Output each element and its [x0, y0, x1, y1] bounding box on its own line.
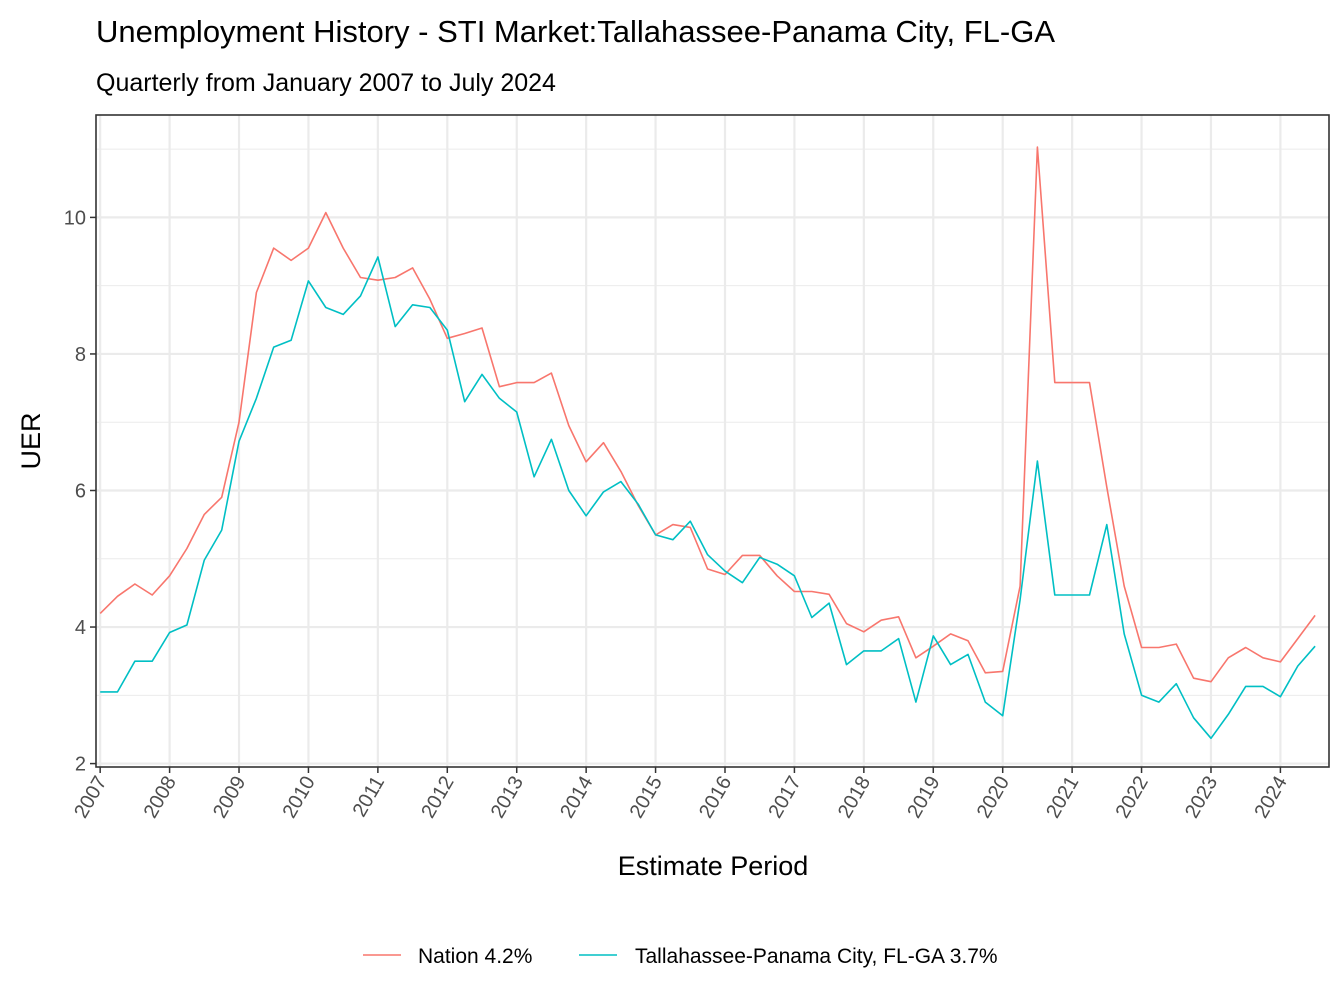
legend-label-tallahassee: Tallahassee-Panama City, FL-GA 3.7%	[635, 945, 998, 968]
x-tick-label: 2018	[834, 773, 875, 823]
series-line-1	[100, 256, 1316, 740]
legend-label-nation: Nation 4.2%	[418, 945, 532, 968]
grid-minor	[96, 148, 1329, 696]
x-tick-label: 2021	[1042, 773, 1083, 823]
y-tick-label: 2	[75, 754, 86, 776]
x-tick-label: 2013	[487, 773, 528, 823]
x-tick-label: 2011	[349, 773, 390, 821]
x-tick-label: 2008	[140, 773, 181, 823]
series-group	[99, 146, 1316, 740]
x-tick-label: 2007	[70, 773, 111, 823]
y-tick-label: 4	[75, 617, 86, 639]
x-tick-label: 2017	[764, 773, 805, 823]
x-tick-label: 2010	[278, 773, 319, 823]
y-tick-label: 8	[75, 344, 86, 366]
x-axis-title: Estimate Period	[618, 851, 809, 881]
x-tick-label: 2015	[626, 773, 667, 823]
y-axis: 2 4 6 8 10	[64, 207, 96, 776]
x-tick-label: 2016	[695, 773, 736, 823]
x-tick-label: 2020	[973, 773, 1014, 823]
y-tick-label: 6	[75, 480, 86, 502]
series-line-0	[99, 146, 1316, 683]
x-tick-label: 2023	[1181, 773, 1222, 823]
x-axis: 2007 2008 2009 2010 2011 2012 2013 2014 2015 2016…	[70, 767, 1292, 822]
x-tick-label: 2014	[556, 773, 597, 823]
x-tick-label: 2019	[903, 773, 944, 823]
plot-panel	[96, 115, 1329, 767]
x-tick-label: 2024	[1250, 773, 1291, 823]
chart-subtitle: Quarterly from January 2007 to July 2024	[96, 69, 556, 97]
y-tick-label: 10	[64, 207, 86, 229]
plot-border	[95, 114, 1330, 768]
x-tick-label: 2022	[1112, 773, 1153, 823]
y-axis-title: UER	[16, 412, 46, 469]
x-tick-label: 2012	[417, 773, 458, 823]
x-tick-label: 2009	[209, 773, 250, 823]
chart-title: Unemployment History - STI Market:Tallah…	[96, 14, 1055, 49]
legend: Nation 4.2% Tallahassee-Panama City, FL-…	[363, 945, 998, 968]
